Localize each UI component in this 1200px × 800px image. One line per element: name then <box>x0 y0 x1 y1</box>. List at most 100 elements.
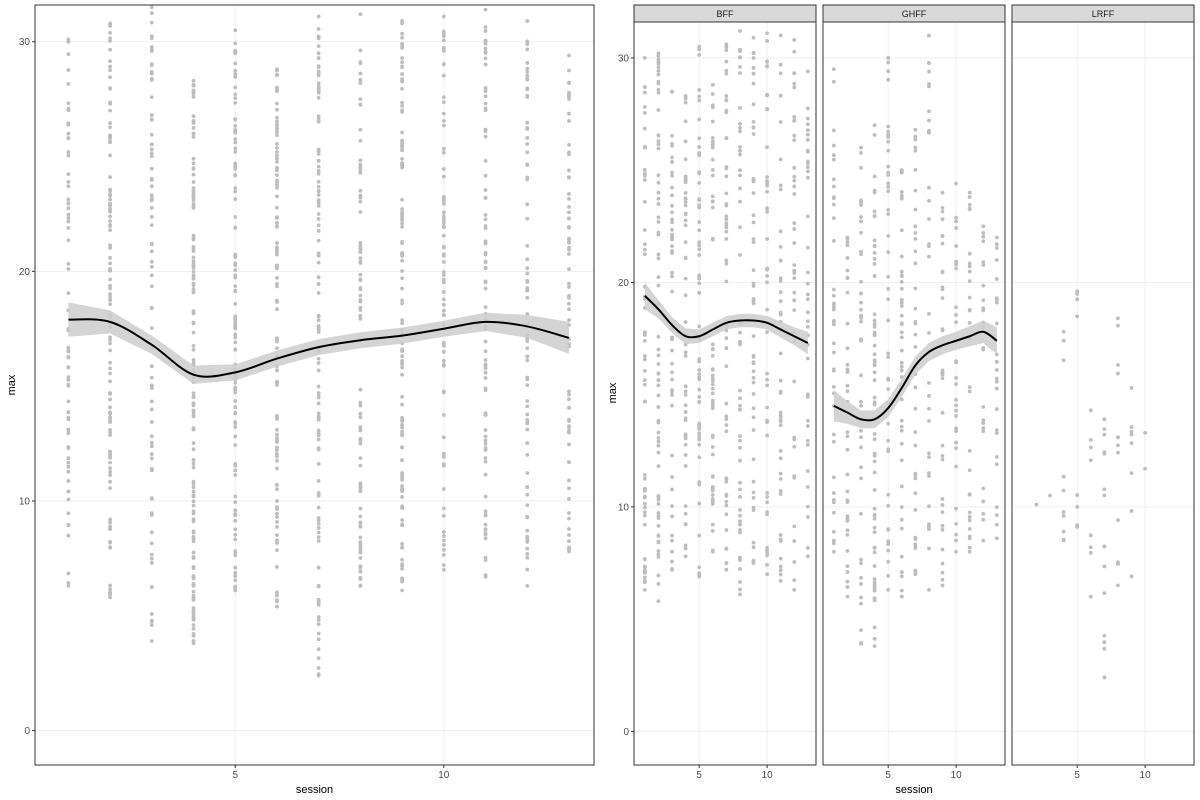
data-point <box>275 224 279 229</box>
data-point <box>275 383 279 387</box>
data-point <box>233 390 238 395</box>
data-point <box>967 202 972 207</box>
data-point <box>710 548 715 553</box>
data-point <box>710 401 715 405</box>
data-point <box>400 473 405 477</box>
data-point <box>831 287 836 292</box>
data-point <box>710 119 715 124</box>
data-point <box>899 254 904 259</box>
data-point <box>275 276 279 280</box>
data-point <box>899 588 904 593</box>
data-point <box>899 364 904 369</box>
data-point <box>525 66 530 71</box>
data-point <box>275 86 279 91</box>
data-point <box>940 209 945 214</box>
data-point <box>899 517 904 522</box>
data-point <box>1102 451 1107 456</box>
data-point <box>845 564 850 569</box>
data-point <box>642 476 647 481</box>
data-point <box>994 246 999 250</box>
data-point <box>967 545 972 550</box>
data-point <box>954 313 959 317</box>
data-point <box>859 145 863 150</box>
data-point <box>724 476 729 481</box>
data-point <box>697 455 702 460</box>
data-point <box>872 256 877 261</box>
data-point <box>886 212 891 216</box>
data-point <box>567 425 571 430</box>
data-point <box>1075 505 1080 509</box>
data-point <box>525 175 530 180</box>
data-point <box>831 491 836 495</box>
data-point <box>66 172 71 177</box>
data-point <box>149 306 154 310</box>
data-point <box>656 353 661 358</box>
data-point <box>683 418 688 423</box>
data-point <box>567 392 571 397</box>
data-point <box>792 178 797 183</box>
data-point <box>697 426 702 431</box>
data-point <box>483 386 488 391</box>
data-point <box>400 31 405 36</box>
data-point <box>108 473 112 478</box>
data-point <box>233 85 238 90</box>
data-point <box>751 297 756 301</box>
data-point <box>316 428 321 433</box>
data-point <box>275 515 279 519</box>
data-point <box>886 185 891 189</box>
data-point <box>683 96 688 101</box>
data-point <box>845 594 850 599</box>
data-point <box>940 217 945 222</box>
data-point <box>724 512 729 517</box>
data-point <box>275 511 279 516</box>
data-point <box>275 89 279 93</box>
data-point <box>967 207 972 212</box>
data-point <box>670 348 674 353</box>
data-point <box>275 130 279 134</box>
data-point <box>642 145 647 150</box>
data-point <box>670 559 674 564</box>
data-point <box>859 252 863 257</box>
data-point <box>567 175 571 180</box>
data-point <box>899 428 904 433</box>
data-point <box>872 516 877 521</box>
data-point <box>567 430 571 435</box>
data-point <box>316 71 321 76</box>
data-point <box>765 307 770 312</box>
data-point <box>927 394 931 398</box>
data-point <box>66 478 71 483</box>
data-point <box>899 274 904 279</box>
data-point <box>191 595 196 600</box>
data-point <box>859 230 863 235</box>
data-point <box>981 511 986 516</box>
data-point <box>940 371 945 376</box>
facet-y-axis-title: max <box>607 382 619 403</box>
data-point <box>778 290 783 295</box>
data-point <box>724 68 729 73</box>
data-point <box>751 240 756 245</box>
data-point <box>724 94 729 98</box>
data-point <box>751 428 756 432</box>
data-point <box>805 504 810 509</box>
data-point <box>845 240 850 244</box>
data-point <box>316 539 321 543</box>
data-point <box>441 390 446 395</box>
data-point <box>441 302 446 307</box>
data-point <box>670 538 674 543</box>
data-point <box>954 360 959 365</box>
data-point <box>441 146 446 151</box>
data-point <box>400 429 405 434</box>
data-point <box>886 287 891 291</box>
data-point <box>913 306 918 311</box>
data-point <box>940 577 945 582</box>
data-point <box>967 295 972 300</box>
data-point <box>400 563 405 568</box>
data-point <box>886 548 891 553</box>
data-point <box>765 377 770 382</box>
data-point <box>697 240 702 245</box>
data-point <box>441 73 446 78</box>
data-point <box>642 580 647 585</box>
data-point <box>656 362 661 366</box>
data-point <box>697 170 702 175</box>
